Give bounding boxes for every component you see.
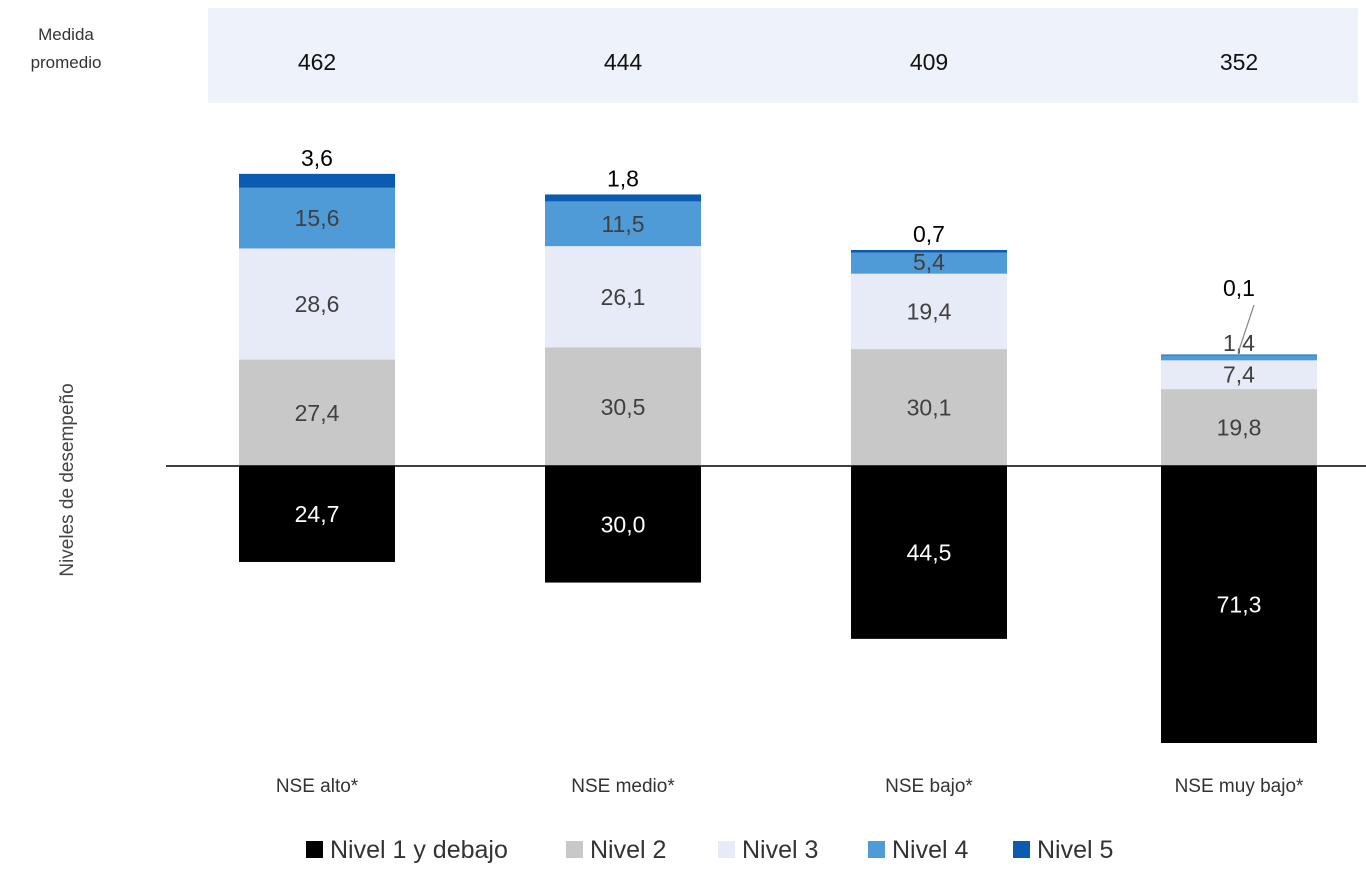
data-label: 1,4 — [1223, 330, 1255, 356]
bar-segment — [239, 466, 395, 562]
bar-segment — [545, 194, 701, 202]
legend-label: Nivel 4 — [892, 836, 969, 864]
mean-value: 352 — [1220, 49, 1258, 75]
mean-value: 444 — [604, 49, 643, 75]
bar-segment — [1161, 354, 1317, 361]
y-axis-label: Niveles de desempeño — [57, 383, 78, 576]
bar-segment — [1161, 466, 1317, 744]
data-label: 19,4 — [907, 298, 952, 324]
category-label: NSE muy bajo* — [1175, 776, 1304, 797]
bar-segment — [1161, 360, 1317, 390]
data-label: 5,4 — [913, 249, 945, 275]
data-label: 0,1 — [1223, 275, 1255, 301]
legend-label: Nivel 2 — [590, 836, 666, 864]
bar-segment — [1161, 389, 1317, 466]
data-label: 19,8 — [1217, 415, 1262, 441]
legend-swatch — [868, 841, 885, 858]
data-label: 11,5 — [601, 211, 644, 237]
legend-label: Nivel 3 — [742, 836, 818, 864]
legend-swatch — [718, 841, 735, 858]
legend-swatch — [306, 841, 323, 858]
bar-segment — [851, 273, 1007, 350]
mean-value: 409 — [910, 49, 948, 75]
legend-swatch — [566, 841, 583, 858]
bar-segment — [851, 252, 1007, 274]
bar-segment — [1161, 354, 1317, 356]
category-label: NSE alto* — [276, 776, 359, 797]
legend-label: Nivel 5 — [1037, 836, 1113, 864]
leader-line — [1237, 304, 1255, 354]
data-label: 1,8 — [607, 165, 639, 191]
mean-row-label-line2: promedio — [31, 53, 102, 72]
mean-row-label-line1: Medida — [38, 25, 94, 44]
bar-segment — [851, 466, 1007, 639]
data-label: 0,7 — [913, 221, 945, 247]
bar-segment — [239, 359, 395, 466]
data-label: 30,1 — [907, 395, 952, 421]
data-label: 24,7 — [295, 501, 340, 527]
data-label: 28,6 — [295, 291, 340, 317]
mean-value: 462 — [298, 49, 336, 75]
bar-segment — [239, 248, 395, 360]
data-label: 7,4 — [1223, 362, 1255, 388]
bar-segment — [545, 201, 701, 247]
data-label: 30,0 — [601, 511, 646, 537]
bar-segment — [545, 466, 701, 583]
legend-label: Nivel 1 y debajo — [330, 836, 508, 864]
category-label: NSE medio* — [571, 776, 675, 797]
data-label: 26,1 — [601, 284, 646, 310]
data-label: 15,6 — [295, 205, 340, 231]
bar-segment — [851, 249, 1007, 253]
bar-segment — [545, 347, 701, 466]
data-label: 44,5 — [907, 539, 952, 565]
category-label: NSE bajo* — [885, 776, 973, 797]
data-label: 3,6 — [301, 145, 333, 171]
bar-segment — [239, 187, 395, 249]
bar-segment — [239, 173, 395, 188]
bar-segment — [851, 349, 1007, 466]
bar-segment — [545, 246, 701, 348]
data-label: 30,5 — [601, 394, 646, 420]
data-label: 27,4 — [295, 400, 340, 426]
mean-row-band — [208, 8, 1358, 103]
legend-swatch — [1013, 841, 1030, 858]
data-label: 71,3 — [1217, 592, 1262, 618]
